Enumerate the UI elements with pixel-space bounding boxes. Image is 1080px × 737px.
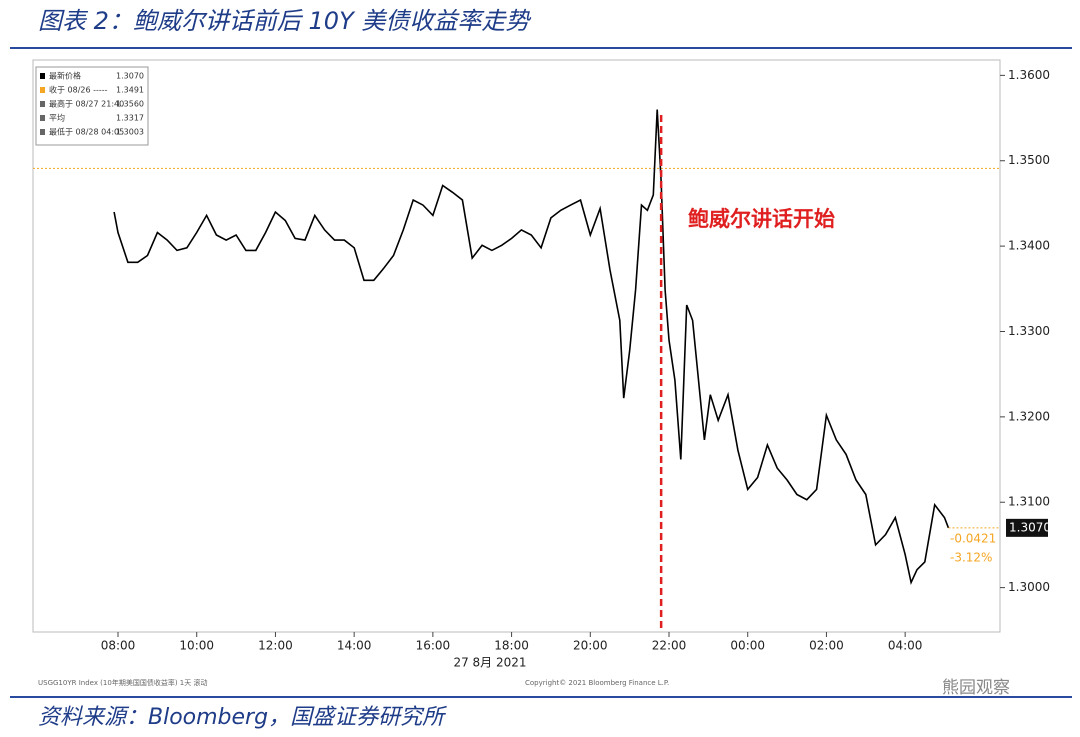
legend-value: 1.3070: [116, 72, 144, 81]
legend-swatch: [40, 101, 45, 107]
line: [113, 109, 950, 586]
legend-value: 1.3003: [116, 128, 144, 137]
x-tick-label: 12:00: [258, 639, 293, 653]
x-tick-label: 14:00: [337, 639, 372, 653]
y-tick-label: 1.3300: [1008, 324, 1050, 338]
x-tick-label: 08:00: [101, 639, 136, 653]
legend-swatch: [40, 87, 45, 93]
legend-label: 最新价格: [49, 71, 81, 81]
x-tick-label: 16:00: [416, 639, 451, 653]
plot-frame: [32, 59, 1001, 633]
last-value-badge: [1006, 518, 1048, 537]
speech-label: 鲍威尔讲话开始: [688, 207, 835, 231]
y-tick-label: 1.3200: [1008, 409, 1050, 423]
legend-label: 最低于 08/28 04:05: [49, 127, 124, 137]
footer-left: USGG10YR Index (10年期美国国债收益率) 1天 滚动: [38, 678, 207, 687]
legend-swatch: [40, 115, 45, 121]
x-tick-label: 18:00: [494, 639, 529, 653]
legend-swatch: [40, 129, 45, 135]
y-tick-label: 1.3500: [1008, 153, 1050, 167]
title: 图表 2：鲍威尔讲话前后 10Y 美债收益率走势: [38, 7, 531, 35]
legend-label: 最高于 08/27 21:40: [49, 99, 124, 109]
x-tick-label: 22:00: [652, 639, 687, 653]
change-label: -0.0421: [950, 531, 996, 545]
x-tick-label: 20:00: [573, 639, 608, 653]
last-value-label: 1.3070: [1009, 520, 1051, 534]
x-tick-label: 04:00: [888, 639, 923, 653]
watermark: 熊园观察: [942, 678, 1010, 698]
legend-value: 1.3491: [116, 86, 144, 95]
y-tick-label: 1.3100: [1008, 495, 1050, 509]
legend-value: 1.3560: [116, 100, 144, 109]
footer-right: Copyright© 2021 Bloomberg Finance L.P.: [525, 679, 669, 687]
legend-label: 平均: [49, 113, 65, 123]
x-tick-label: 10:00: [179, 639, 214, 653]
y-tick-label: 1.3000: [1008, 580, 1050, 594]
legend-box: [35, 66, 149, 146]
change-label: -3.12%: [950, 550, 992, 564]
x-tick-label: 00:00: [730, 639, 765, 653]
legend-label: 收于 08/26 -----: [49, 85, 108, 95]
x-tick-label: 02:00: [809, 639, 844, 653]
source: 资料来源：Bloomberg，国盛证券研究所: [38, 705, 447, 730]
legend-swatch: [40, 73, 45, 79]
y-tick-label: 1.3400: [1008, 239, 1050, 253]
x-axis-label: 27 8月 2021: [453, 656, 526, 670]
legend-value: 1.3317: [116, 114, 144, 123]
y-tick-label: 1.3600: [1008, 68, 1050, 82]
